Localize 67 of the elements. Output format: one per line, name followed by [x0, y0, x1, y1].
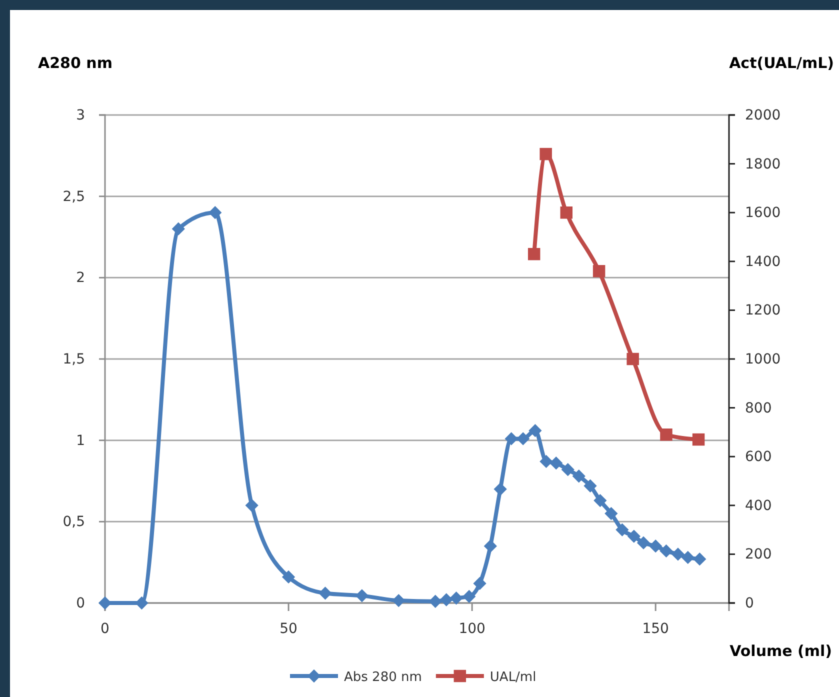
y-tick-label: 1,5	[62, 351, 85, 368]
point	[440, 593, 453, 606]
y2-tick-label: 1200	[745, 302, 781, 319]
point	[592, 265, 606, 278]
y2-tick-label: 600	[745, 449, 772, 466]
point	[540, 148, 552, 160]
point	[550, 456, 563, 470]
y-tick-label: 0	[76, 595, 85, 612]
point	[681, 550, 694, 564]
x-tick-label: 50	[280, 620, 298, 637]
y2-tick-label: 0	[745, 595, 754, 612]
point	[245, 498, 258, 512]
y2-tick-label: 400	[745, 498, 772, 514]
y-tick-label: 3	[76, 107, 85, 124]
y2-tick-label: 1400	[745, 254, 781, 270]
point	[494, 482, 507, 496]
legend-label: UAL/ml	[490, 670, 536, 685]
point	[660, 544, 673, 558]
point	[473, 576, 486, 590]
point	[693, 552, 706, 566]
point	[671, 548, 685, 561]
point	[561, 463, 574, 476]
y2-tick-label: 1800	[745, 156, 781, 172]
point	[626, 352, 639, 366]
point	[135, 596, 148, 610]
point	[208, 206, 222, 220]
x-tick-label: 150	[642, 620, 669, 637]
point	[462, 590, 476, 604]
point	[504, 432, 518, 446]
x-tick-label: 0	[100, 620, 110, 637]
point	[428, 594, 442, 608]
point	[318, 586, 332, 600]
y2-tick-label: 1600	[745, 205, 781, 222]
point	[636, 536, 650, 550]
legend-label: Abs 280 nm	[344, 670, 422, 685]
y2-tick-label: 200	[745, 546, 772, 563]
y2-tick-label: 2000	[745, 107, 781, 124]
y2-tick-label: 800	[745, 400, 772, 416]
y-tick-label: 2,5	[62, 188, 85, 205]
y2-axis-title: Act(UAL/mL)	[729, 54, 834, 72]
point	[616, 523, 629, 536]
x-tick-label: 100	[458, 620, 486, 637]
point	[516, 432, 530, 446]
point	[660, 428, 672, 441]
point	[560, 206, 573, 219]
x-axis-title: Volume (ml)	[730, 642, 832, 660]
point	[584, 479, 597, 492]
y-tick-label: 2	[76, 270, 85, 286]
point	[540, 454, 553, 468]
y-tick-label: 1	[76, 432, 85, 449]
point	[528, 248, 540, 260]
point	[692, 433, 705, 446]
point	[282, 570, 296, 584]
y-axis-title: A280 nm	[38, 54, 112, 72]
point	[594, 494, 607, 508]
point	[172, 222, 185, 236]
point	[572, 470, 586, 483]
point	[392, 594, 406, 608]
y-tick-label: 0,5	[62, 514, 85, 530]
point	[355, 589, 369, 602]
point	[528, 424, 542, 438]
point	[450, 592, 463, 605]
point	[484, 540, 497, 553]
y2-tick-label: 1000	[745, 351, 781, 368]
point	[604, 506, 618, 520]
point	[649, 540, 662, 553]
point	[627, 530, 640, 543]
